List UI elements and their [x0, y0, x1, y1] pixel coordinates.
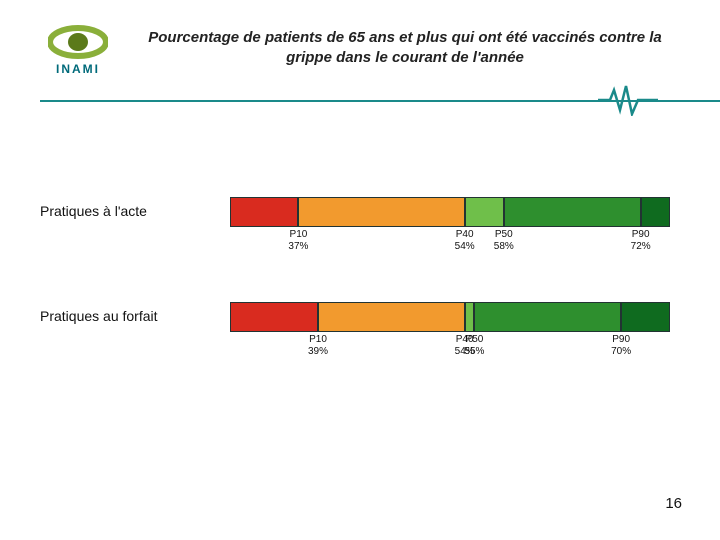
row-label: Pratiques au forfait: [40, 308, 158, 324]
tick-percentile: P50: [494, 229, 514, 241]
tick-value: 72%: [631, 241, 651, 253]
tick-percentile: P40: [455, 229, 475, 241]
bar-segment: [230, 197, 298, 227]
bar-segment: [641, 197, 670, 227]
percentile-row: Pratiques à l'acte P1037% P4054% P5058% P907…: [40, 195, 680, 260]
logo: INAMI: [48, 24, 108, 76]
tick: P4054%: [455, 229, 475, 253]
tick: P9070%: [611, 334, 631, 358]
bar-segment: [504, 197, 641, 227]
tick-percentile: P50: [464, 334, 484, 346]
tick-value: 55%: [464, 346, 484, 358]
tick: P1037%: [288, 229, 308, 253]
pulse-icon: [598, 84, 658, 116]
tick-percentile: P90: [631, 229, 651, 241]
tick-value: 70%: [611, 346, 631, 358]
tick-value: 37%: [288, 241, 308, 253]
tick: P1039%: [308, 334, 328, 358]
tick-value: 39%: [308, 346, 328, 358]
tick: P9072%: [631, 229, 651, 253]
bar-segment: [465, 302, 475, 332]
row-label: Pratiques à l'acte: [40, 203, 147, 219]
tick-value: 54%: [455, 241, 475, 253]
header: INAMI Pourcentage de patients de 65 ans …: [0, 0, 720, 100]
header-rule: [40, 90, 720, 114]
bar-segment: [298, 197, 464, 227]
bar-segment: [318, 302, 465, 332]
tick-value: 58%: [494, 241, 514, 253]
logo-eye-icon: [48, 24, 108, 60]
percentile-bar: [230, 197, 670, 227]
percentile-row: Pratiques au forfaitP1039%P4054%P5055%P9…: [40, 300, 680, 365]
tick: P5058%: [494, 229, 514, 253]
tick-percentile: P10: [288, 229, 308, 241]
bar-segment: [621, 302, 670, 332]
percentile-bar: [230, 302, 670, 332]
bar-segment: [230, 302, 318, 332]
tick: P5055%: [464, 334, 484, 358]
tick-percentile: P90: [611, 334, 631, 346]
charts-area: Pratiques à l'acteP1037%P4054%P5058%P907…: [40, 195, 680, 405]
page-title: Pourcentage de patients de 65 ans et plu…: [145, 28, 665, 69]
page-number: 16: [665, 495, 682, 512]
tick-percentile: P10: [308, 334, 328, 346]
bar-segment: [465, 197, 504, 227]
logo-text: INAMI: [48, 62, 108, 76]
bar-segment: [474, 302, 621, 332]
